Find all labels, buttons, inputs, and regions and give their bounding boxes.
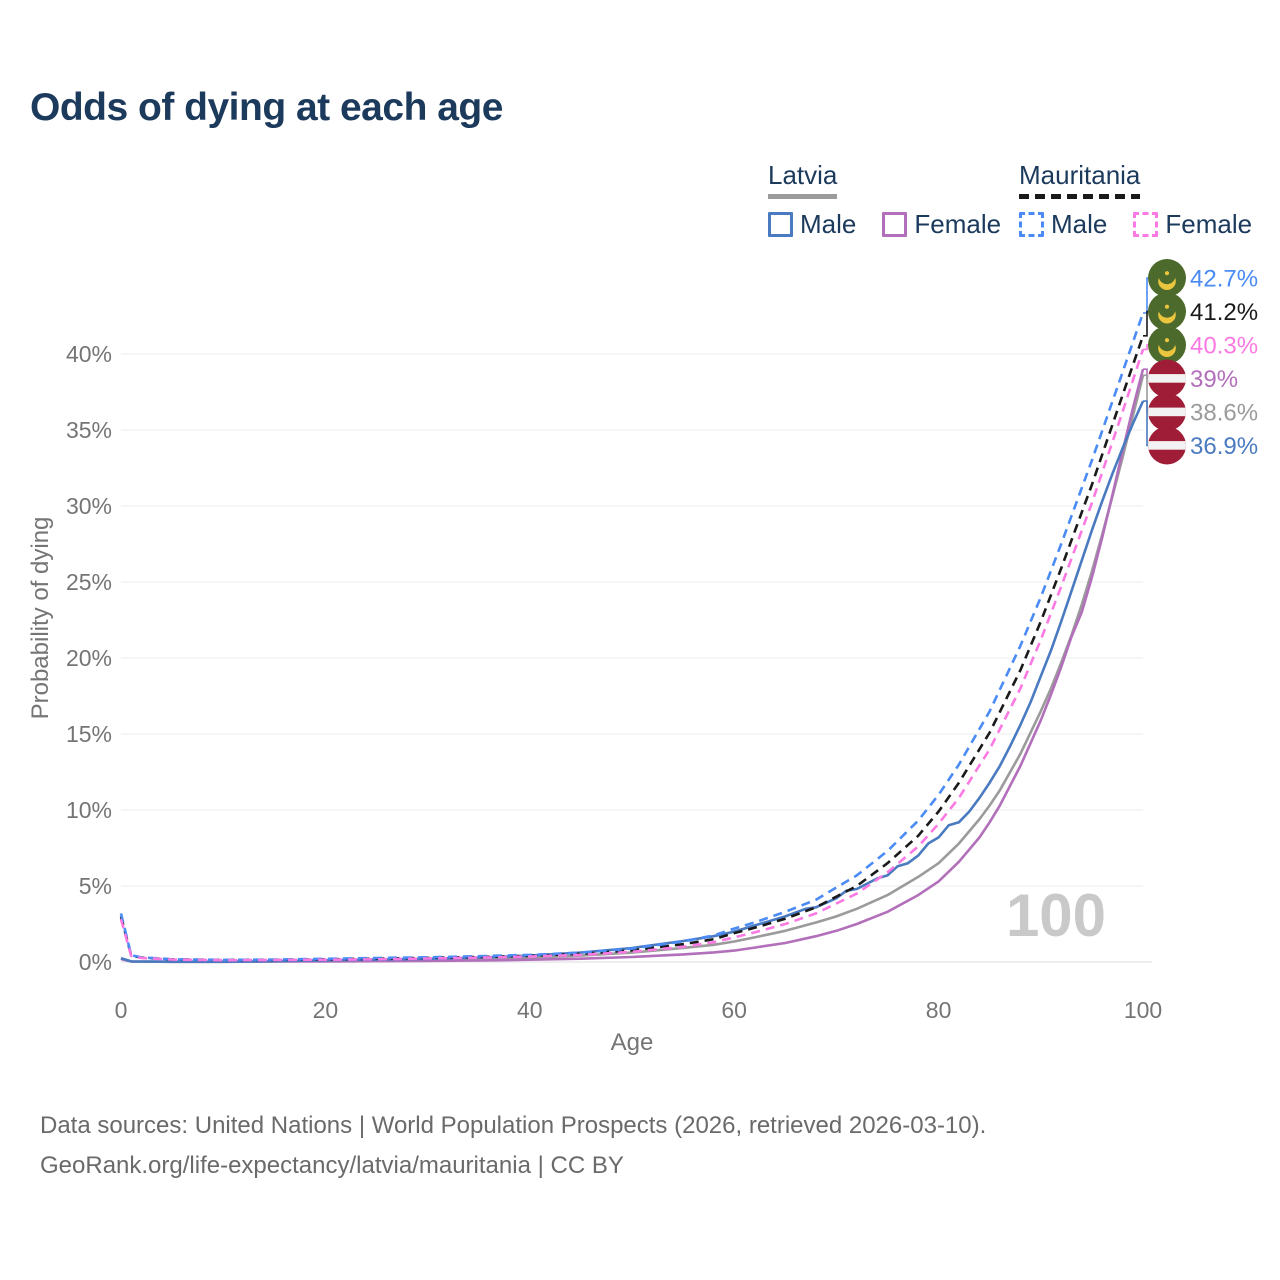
latvia-solid-underline [768,194,838,199]
series-latvia-male[interactable] [120,400,1145,963]
legend-label-mauritania-female: Female [1165,209,1253,239]
x-tick-label: 60 [721,997,747,1023]
x-tick-label: 20 [313,997,339,1023]
end-value-label[interactable]: 39% [1190,366,1238,393]
flag-mauritania-icon [1148,259,1186,297]
legend-country-mauritania[interactable]: Mauritania [1019,160,1141,190]
y-tick-label: 0% [79,949,112,975]
attribution-line[interactable]: GeoRank.org/life-expectancy/latvia/mauri… [40,1152,624,1179]
legend-item-mauritania-male[interactable]: Male [1019,209,1107,240]
legend-country-latvia[interactable]: Latvia [768,160,838,190]
y-tick-label: 15% [66,721,112,747]
flag-latvia-icon [1148,393,1186,431]
x-tick-label: 40 [517,997,543,1023]
x-tick-label: 80 [926,997,952,1023]
series-latvia-all[interactable] [120,374,1145,964]
mauritania-female-swatch [1133,212,1159,237]
y-tick-label: 20% [66,645,112,671]
y-tick-label: 30% [66,493,112,519]
y-tick-label: 10% [66,797,112,823]
series-mauritania-female[interactable] [119,348,1145,962]
flag-mauritania-icon [1148,326,1186,364]
legend-group-latvia: Latvia Male Female [768,160,1001,240]
legend-item-latvia-male[interactable]: Male [768,209,856,240]
flag-latvia-icon [1148,426,1186,465]
legend-item-latvia-female[interactable]: Female [882,209,1001,240]
end-value-label[interactable]: 36.9% [1190,433,1258,460]
x-axis-title: Age [611,1029,654,1056]
legend-label-latvia-female: Female [914,209,1002,239]
legend: Latvia Male Female Mauritania [0,160,1280,244]
series-mauritania-male[interactable] [119,312,1145,962]
x-tick-label: 0 [115,997,128,1023]
end-value-label[interactable]: 38.6% [1190,400,1258,427]
footer: Data sources: United Nations | World Pop… [40,1106,986,1186]
latvia-female-swatch [882,212,908,237]
end-value-label[interactable]: 41.2% [1190,299,1258,326]
end-value-label[interactable]: 40.3% [1190,333,1258,360]
watermark-age-100: 100 [1006,882,1106,949]
legend-item-mauritania-female[interactable]: Female [1133,209,1252,240]
y-tick-label: 25% [66,569,112,595]
flag-latvia-icon [1148,359,1186,398]
legend-label-mauritania-male: Male [1051,209,1108,239]
flag-mauritania-icon [1148,292,1186,331]
legend-label-latvia-male: Male [800,209,857,239]
mauritania-dashed-underline [1019,194,1141,199]
series-latvia-female[interactable] [120,368,1145,964]
y-axis-title: Probability of dying [27,517,54,720]
latvia-male-swatch [768,212,793,237]
data-sources-line: Data sources: United Nations | World Pop… [40,1112,987,1139]
y-tick-label: 40% [66,341,112,367]
y-tick-label: 5% [79,873,112,899]
chart-title: Odds of dying at each age [30,86,503,129]
end-value-label[interactable]: 42.7% [1190,266,1258,293]
legend-group-mauritania: Mauritania Male Female [1019,160,1252,240]
series-mauritania-all[interactable] [119,335,1145,962]
x-tick-label: 100 [1124,997,1162,1023]
y-tick-label: 35% [66,417,112,443]
mauritania-male-swatch [1019,212,1044,237]
